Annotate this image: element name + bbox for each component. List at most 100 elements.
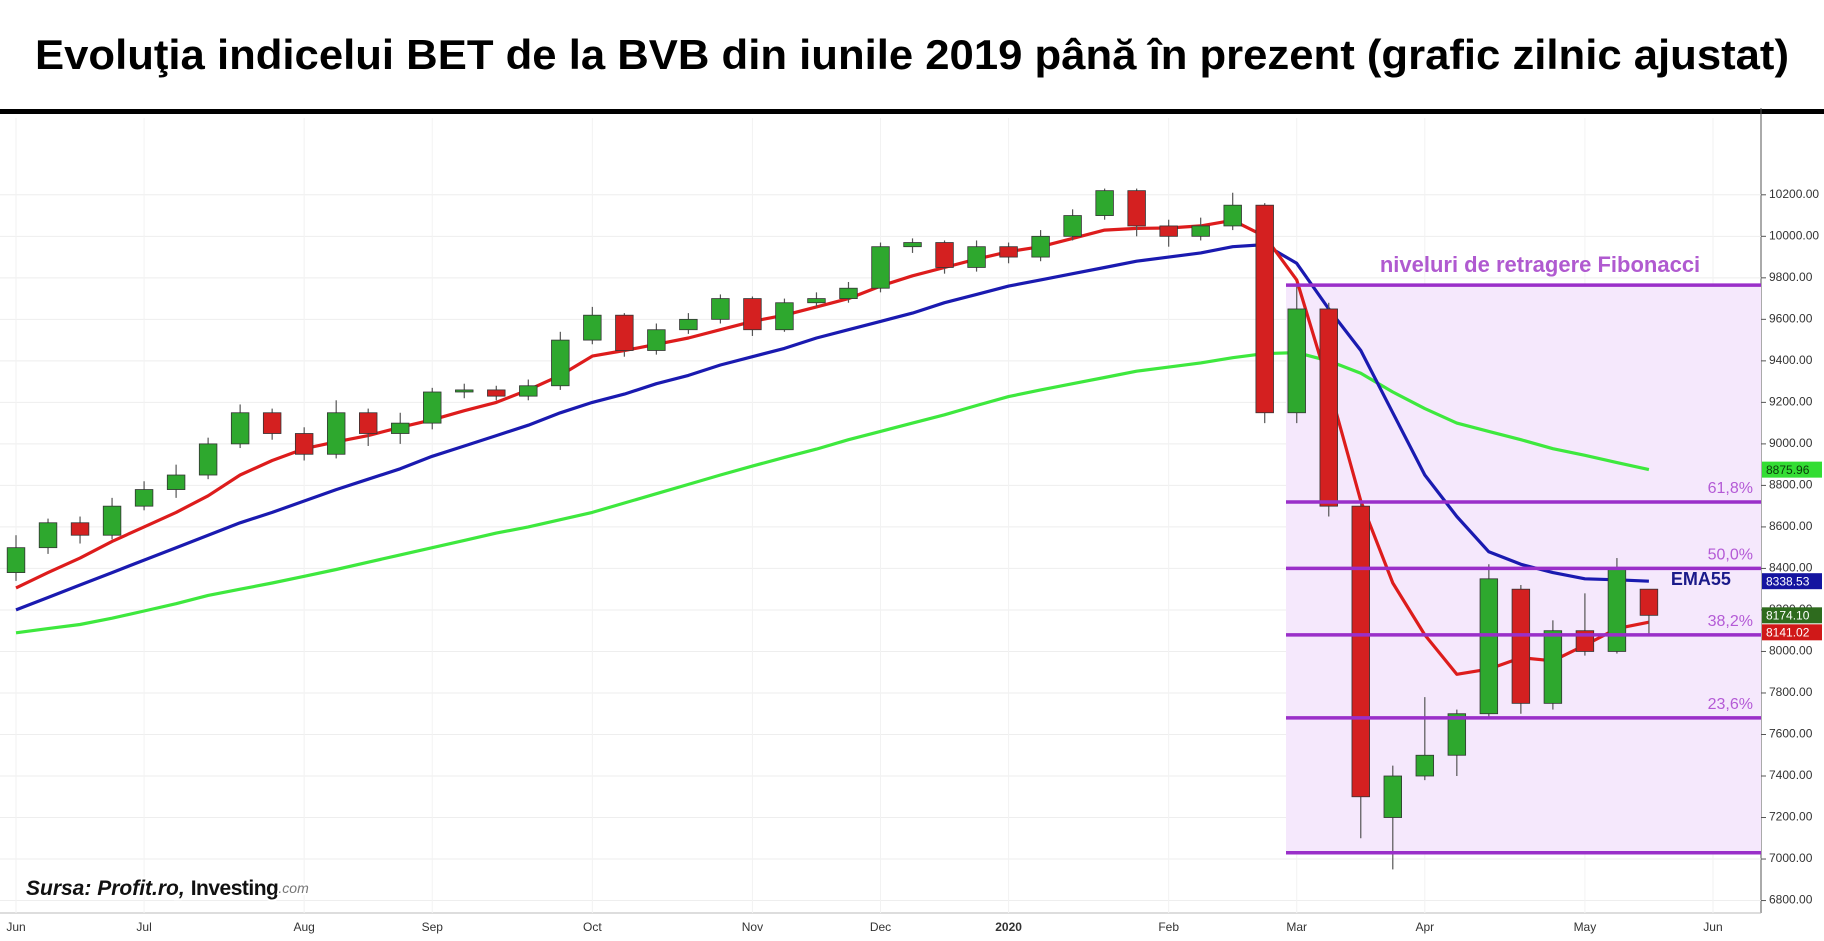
fib-label: 23,6% [1708, 696, 1753, 713]
fib-label: 61,8% [1708, 480, 1753, 497]
candle-body [519, 385, 538, 397]
plot-area: 6800.00 7000.00 7200.00 7400.00 7600.00 7800.… [0, 108, 1822, 934]
candle-body [391, 422, 410, 434]
candle-body [903, 242, 922, 248]
y-tick-label: 8400.00 [1769, 561, 1813, 575]
x-tick-label: Apr [1415, 920, 1434, 934]
candle-body [1479, 578, 1499, 715]
price-tag-label: 8141.02 [1766, 625, 1810, 639]
candle-body [871, 246, 890, 289]
title-rule [0, 109, 1824, 114]
price-tag [1762, 573, 1822, 590]
y-tick-label: 7400.00 [1769, 768, 1813, 782]
x-tick-label: Aug [293, 920, 314, 934]
y-tick-label: 8600.00 [1769, 519, 1813, 533]
fib-label: 50,0% [1708, 547, 1753, 564]
candle-body [1063, 215, 1082, 237]
candle-body [102, 505, 122, 536]
y-tick-label: 9600.00 [1769, 312, 1813, 326]
source: Sursa: Profit.ro, Investing.com [26, 877, 309, 900]
y-tick-label: 9000.00 [1769, 436, 1813, 450]
candle-body [198, 443, 218, 476]
y-tick-label: 7800.00 [1769, 685, 1813, 699]
price-tag [1762, 461, 1822, 478]
x-tick-label: Feb [1158, 920, 1179, 934]
candle-body [326, 412, 346, 455]
candle-body [1127, 190, 1146, 227]
candle-body [647, 329, 666, 351]
candle-body [455, 389, 474, 393]
price-tag-label: 8338.53 [1766, 574, 1810, 588]
candle-body [1191, 225, 1210, 237]
y-tick-label: 8800.00 [1769, 478, 1813, 492]
x-tick-label: Mar [1286, 920, 1307, 934]
candle-body [6, 547, 26, 573]
candle-body [1287, 308, 1306, 414]
y-tick-label: 10000.00 [1769, 228, 1819, 242]
candle-body [294, 433, 314, 455]
candle-body [999, 246, 1018, 258]
candle-body [807, 298, 826, 304]
candle-body [615, 314, 634, 351]
y-tick-label: 7600.00 [1769, 727, 1813, 741]
x-tick-label: Jul [136, 920, 151, 934]
candle-body [1447, 713, 1467, 756]
candle-body [583, 314, 602, 341]
x-tick-label: Nov [742, 920, 763, 934]
y-tick-label: 7000.00 [1769, 851, 1813, 865]
candle-body [1511, 588, 1531, 704]
candle-body [1543, 630, 1563, 704]
candle-body [166, 474, 186, 490]
candle-body [1383, 775, 1402, 818]
candle-body [1319, 308, 1338, 507]
candle-body [1159, 225, 1178, 237]
y-tick-label: 9400.00 [1769, 353, 1813, 367]
price-tag [1762, 607, 1822, 624]
price-tag-label: 8174.10 [1766, 608, 1810, 622]
ma-line [15, 243, 1649, 612]
candle-body [1351, 505, 1370, 798]
candle-body [743, 298, 762, 331]
x-tick-label: 2020 [995, 920, 1022, 934]
annotation: niveluri de retragere Fibonacci [1380, 252, 1700, 277]
candle-body [70, 522, 90, 536]
candle-body [423, 391, 442, 424]
candle-body [1255, 204, 1274, 414]
candle-body [711, 298, 730, 320]
series-label: EMA55 [1671, 569, 1731, 589]
candle-body [38, 522, 58, 549]
source-part: Investing [191, 877, 279, 900]
chart-title: Evoluţia indicelui BET de la BVB din iun… [35, 31, 1789, 78]
candle-body [679, 318, 698, 331]
candle-body [1639, 588, 1659, 616]
candle-body [1607, 568, 1627, 652]
candle-body [1223, 204, 1242, 227]
y-tick-label: 9200.00 [1769, 395, 1813, 409]
x-tick-label: Dec [870, 920, 891, 934]
x-tick-label: Jun [1703, 920, 1722, 934]
ma-line [15, 218, 1650, 676]
source-part: .com [278, 880, 309, 896]
candle-body [134, 489, 154, 507]
candle-body [775, 302, 794, 331]
fib-label: 38,2% [1708, 613, 1753, 630]
source-part: Sursa: Profit.ro, [26, 877, 185, 900]
x-tick-label: Sep [422, 920, 444, 934]
candle-body [551, 339, 570, 387]
x-tick-label: May [1574, 920, 1597, 934]
candle-body [1095, 190, 1114, 216]
price-tag [1762, 624, 1822, 641]
candle-body [1031, 235, 1050, 258]
y-tick-label: 9800.00 [1769, 270, 1813, 284]
candle-body [1415, 754, 1435, 777]
y-tick-label: 7200.00 [1769, 810, 1813, 824]
price-tag-label: 8875.96 [1766, 463, 1810, 477]
candle-body [839, 287, 858, 299]
candle-body [935, 242, 954, 268]
candle-body [967, 246, 986, 268]
x-tick-label: Oct [583, 920, 602, 934]
y-tick-label: 8000.00 [1769, 644, 1813, 658]
y-tick-label: 10200.00 [1769, 187, 1819, 201]
candle-body [230, 412, 250, 445]
